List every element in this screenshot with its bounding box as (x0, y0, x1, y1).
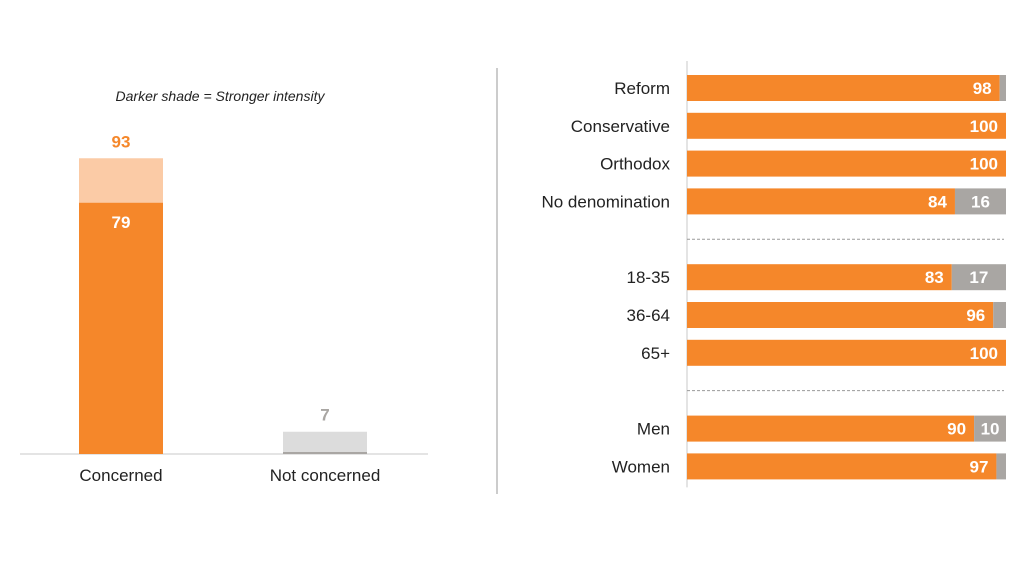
bar-conservative-series1 (687, 112, 1006, 139)
row-label-18-35: 18-35 (627, 268, 670, 287)
right-chart: Reform 98 Conservative 100 Orthodox 100 No den… (541, 61, 1006, 488)
bar-36-64-series2 (993, 302, 1006, 328)
bar-no-denomination-series1 (687, 188, 955, 215)
bar-women-series1 (687, 453, 997, 480)
bar-men-series1 (687, 415, 975, 442)
value-label-no-denomination-series1: 84 (928, 192, 947, 211)
value-label-18-35-series1: 83 (925, 268, 944, 287)
label-not-concerned-total: 7 (320, 406, 329, 425)
bar-reform-series1 (687, 75, 1000, 101)
row-label-65: 65+ (641, 344, 670, 363)
bar-18-35-series1 (687, 264, 952, 291)
bar-men-series2 (974, 415, 1006, 442)
row-label-no-denomination: No denomination (541, 192, 670, 211)
bar-18-35-series2 (951, 264, 1006, 291)
category-label-not-concerned: Not concerned (270, 466, 381, 485)
bar-not-concerned-stronger (283, 452, 367, 454)
row-label-men: Men (637, 420, 670, 439)
value-label-men-series2: 10 (981, 420, 1000, 439)
bar-no-denomination-series2 (954, 188, 1006, 215)
value-label-men-series1: 90 (947, 420, 966, 439)
value-label-orthodox-series1: 100 (970, 155, 998, 174)
row-label-women: Women (612, 457, 670, 476)
value-label-conservative-series1: 100 (970, 117, 998, 136)
row-label-orthodox: Orthodox (600, 155, 670, 174)
label-concerned-total: 93 (112, 132, 131, 151)
bar-orthodox-series1 (687, 150, 1006, 177)
bar-concerned-stronger (79, 202, 163, 454)
row-label-36-64: 36-64 (627, 306, 670, 325)
bar-65-series1 (687, 339, 1006, 366)
row-label-conservative: Conservative (571, 117, 670, 136)
value-label-women-series1: 97 (970, 457, 989, 476)
label-concerned-stronger: 79 (112, 213, 131, 232)
value-label-18-35-series2: 17 (969, 268, 988, 287)
row-label-reform: Reform (614, 79, 670, 98)
category-label-concerned: Concerned (79, 466, 162, 485)
left-chart: Darker shade = Stronger intensity 93 79 Co… (20, 88, 428, 485)
value-label-36-64-series1: 96 (966, 306, 985, 325)
value-label-65-series1: 100 (970, 344, 998, 363)
bar-36-64-series1 (687, 302, 994, 328)
bar-reform-series2 (999, 75, 1006, 101)
value-label-no-denomination-series2: 16 (971, 192, 990, 211)
bar-women-series2 (996, 453, 1006, 480)
bar-not-concerned-total (283, 431, 367, 454)
intensity-annotation: Darker shade = Stronger intensity (116, 88, 326, 104)
value-label-reform-series1: 98 (973, 79, 992, 98)
